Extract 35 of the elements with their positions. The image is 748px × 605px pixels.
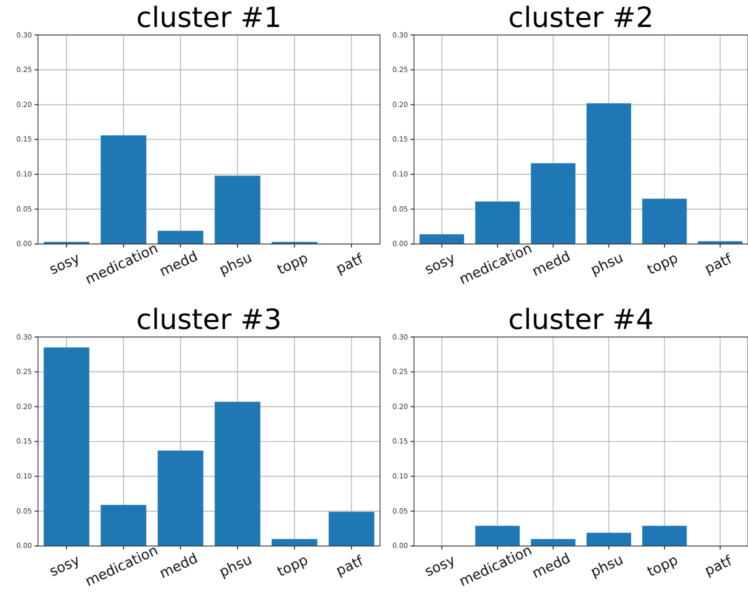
bar bbox=[272, 539, 318, 546]
bar bbox=[158, 450, 204, 546]
bar bbox=[698, 241, 742, 244]
bar bbox=[100, 135, 146, 244]
bar bbox=[475, 202, 520, 244]
x-tick-label: patf bbox=[334, 250, 367, 278]
x-tick-label: sosy bbox=[47, 250, 82, 278]
bar bbox=[586, 103, 632, 244]
x-tick-label: phsu bbox=[588, 552, 626, 581]
bar bbox=[214, 402, 260, 546]
chart-title: cluster #2 bbox=[508, 1, 654, 34]
x-tick-label: topp bbox=[275, 552, 311, 580]
x-tick-label: topp bbox=[275, 250, 311, 278]
bar bbox=[328, 512, 374, 546]
bar bbox=[530, 163, 576, 244]
chart-title: cluster #1 bbox=[136, 1, 282, 34]
x-tick-label: phsu bbox=[217, 250, 255, 279]
x-tick-label: topp bbox=[645, 552, 681, 580]
bar bbox=[420, 234, 464, 244]
x-tick-label: patf bbox=[702, 250, 736, 278]
x-tick-label: phsu bbox=[588, 250, 626, 279]
chart-title: cluster #4 bbox=[508, 303, 654, 336]
bar bbox=[642, 198, 687, 244]
bar bbox=[214, 176, 260, 244]
bar bbox=[158, 230, 204, 244]
x-tick-label: patf bbox=[702, 552, 736, 580]
x-tick-label: phsu bbox=[217, 552, 255, 581]
bar bbox=[44, 347, 90, 546]
bar bbox=[100, 504, 146, 546]
x-tick-label: sosy bbox=[422, 250, 458, 278]
chart-title: cluster #3 bbox=[136, 303, 282, 336]
x-tick-label: sosy bbox=[47, 552, 82, 580]
x-tick-label: topp bbox=[645, 250, 681, 278]
x-tick-label: patf bbox=[334, 552, 367, 580]
x-tick-label: sosy bbox=[422, 552, 458, 580]
